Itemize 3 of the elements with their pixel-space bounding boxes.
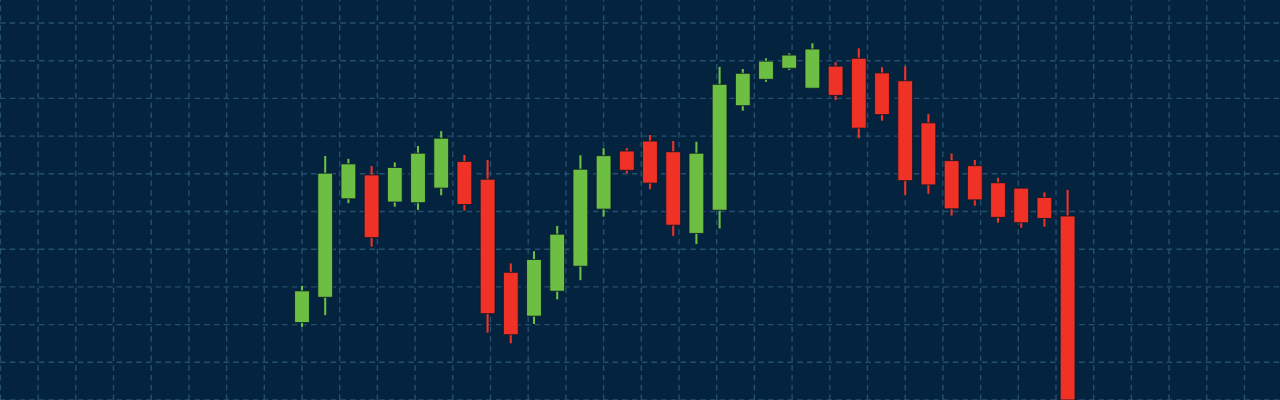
candlestick [1036, 191, 1053, 228]
candlestick [758, 57, 774, 83]
candlestick [618, 147, 635, 175]
